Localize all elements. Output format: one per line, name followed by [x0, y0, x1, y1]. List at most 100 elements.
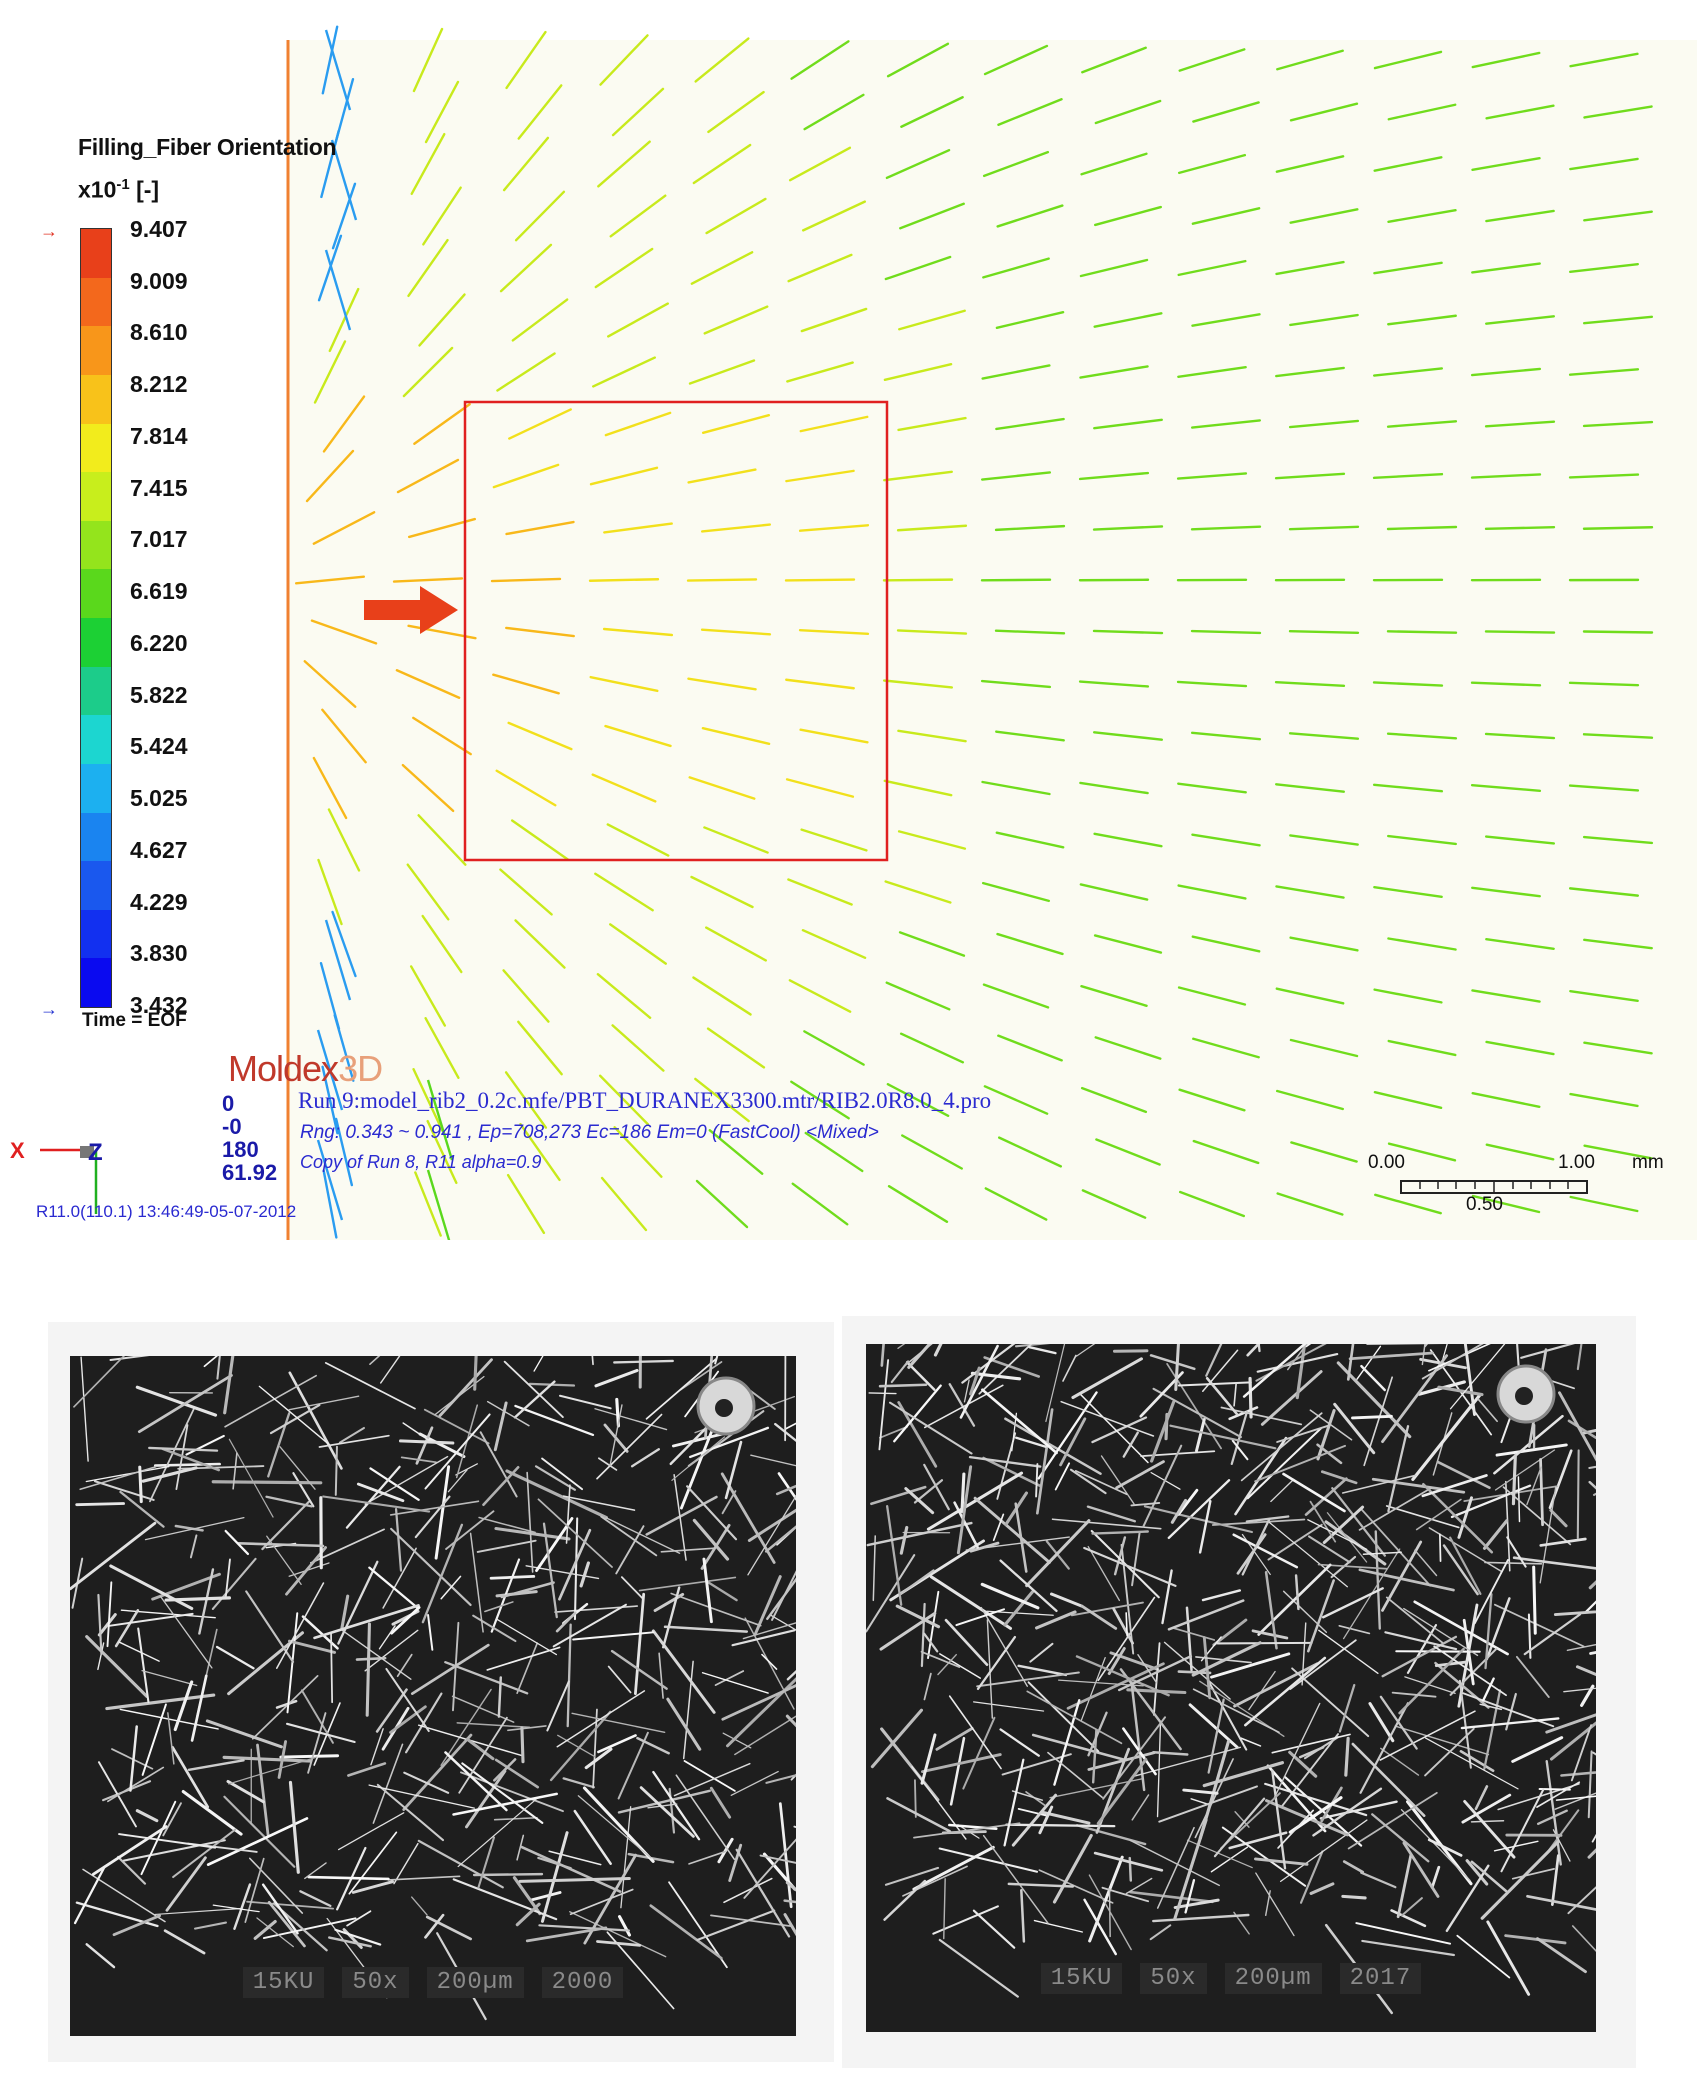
fiber: [1282, 1590, 1328, 1633]
fiber: [600, 1515, 658, 1557]
fiber-vector: [1289, 102, 1359, 122]
fiber-vector: [1386, 420, 1458, 428]
fiber: [520, 1726, 525, 1764]
fiber: [484, 1601, 514, 1613]
fiber: [307, 1875, 390, 1881]
fiber: [572, 1631, 655, 1641]
fiber: [679, 1424, 716, 1510]
fiber-vector: [1568, 681, 1640, 687]
fiber: [494, 1526, 571, 1541]
fiber-vector: [1177, 782, 1247, 794]
fiber-vector: [312, 511, 376, 545]
fiber: [1402, 1841, 1440, 1898]
fiber: [1014, 1344, 1051, 1348]
fiber: [222, 1755, 312, 1763]
fiber: [652, 1770, 701, 1841]
fiber: [1563, 1687, 1596, 1693]
fiber-vector: [1192, 1139, 1260, 1165]
fiber-vector: [1079, 365, 1149, 379]
fiber: [279, 1446, 316, 1490]
fiber: [1538, 1787, 1571, 1791]
fiber: [203, 1356, 219, 1368]
fiber: [1273, 1702, 1321, 1799]
fiber: [1185, 1606, 1193, 1672]
fiber: [982, 1834, 1049, 1924]
fiber: [721, 1683, 796, 1721]
fiber-vector: [997, 1136, 1063, 1168]
fiber-vector: [1484, 630, 1556, 634]
fiber-vector: [692, 143, 752, 185]
fiber: [275, 1699, 298, 1709]
fiber: [1493, 1840, 1539, 1852]
fiber-vector: [1289, 936, 1359, 952]
fiber: [1470, 1860, 1508, 1893]
fiber-vector: [1191, 833, 1261, 847]
fiber: [520, 1845, 622, 1893]
fiber: [1228, 1406, 1259, 1421]
fiber: [1102, 1716, 1167, 1800]
fiber: [937, 1653, 957, 1676]
fiber: [618, 1915, 631, 1937]
fiber: [390, 1527, 472, 1607]
fiber: [1268, 1521, 1348, 1588]
fiber: [579, 1561, 590, 1588]
fiber: [1291, 1667, 1370, 1738]
fiber-vector: [1583, 210, 1653, 222]
fiber: [546, 1680, 570, 1732]
fiber-vector: [1178, 1190, 1246, 1218]
fiber-vector: [294, 575, 366, 585]
fiber: [605, 1517, 681, 1554]
fiber: [1526, 1466, 1542, 1506]
micrograph-panel-1: 15KU 50x 200µm 2000: [48, 1322, 834, 2062]
fiber-vector: [589, 675, 659, 693]
fiber: [1584, 1600, 1596, 1614]
fiber: [228, 1438, 274, 1518]
fiber: [251, 1675, 319, 1740]
fiber: [948, 1383, 976, 1427]
legend-value: 9.009: [130, 267, 188, 294]
fiber: [1303, 1736, 1340, 1760]
fiber: [1473, 1559, 1509, 1625]
legend-value: 6.220: [130, 629, 188, 656]
fiber: [1074, 1470, 1128, 1496]
fiber: [1156, 1826, 1195, 1909]
fiber-vector: [898, 309, 966, 331]
fiber: [636, 1736, 670, 1755]
fiber: [1080, 1604, 1118, 1630]
fiber: [1052, 1833, 1093, 1904]
fiber: [288, 1780, 300, 1874]
fiber-vector: [884, 880, 952, 904]
fiber: [714, 1670, 745, 1686]
fiber: [1459, 1750, 1495, 1773]
fiber: [562, 1495, 636, 1511]
fiber: [1307, 1519, 1368, 1550]
fiber: [507, 1725, 547, 1732]
view-number: -0: [222, 1114, 242, 1139]
fiber: [322, 1495, 431, 1513]
fiber: [705, 1579, 738, 1602]
fiber-vector: [1372, 367, 1444, 377]
fiber-vector: [505, 520, 575, 536]
fiber-vector: [1275, 155, 1345, 173]
fiber-vector: [1471, 989, 1541, 1003]
fiber: [888, 1401, 973, 1455]
fiber: [1011, 1793, 1058, 1847]
fiber-vector: [982, 150, 1050, 178]
view-number: 61.92: [222, 1160, 278, 1185]
fiber: [465, 1769, 507, 1829]
fiber-vector: [396, 458, 460, 494]
fiber: [1413, 1600, 1509, 1656]
fiber: [1130, 1502, 1161, 1507]
fiber: [1341, 1894, 1367, 1900]
fiber: [1430, 1865, 1441, 1889]
caption-magnification: 50x: [1140, 1962, 1207, 1994]
fiber-vector: [1288, 630, 1360, 634]
fiber: [1309, 1882, 1335, 1895]
fiber: [978, 1344, 1033, 1395]
fiber: [1191, 1641, 1262, 1677]
fiber: [1295, 1344, 1307, 1400]
fiber-vector: [1192, 101, 1260, 123]
fiber: [1075, 1344, 1096, 1357]
fiber: [1233, 1382, 1237, 1407]
